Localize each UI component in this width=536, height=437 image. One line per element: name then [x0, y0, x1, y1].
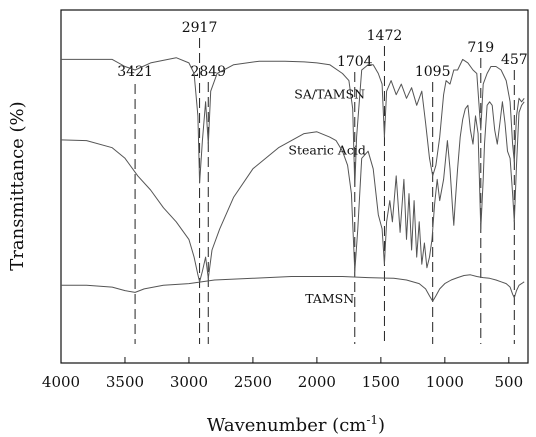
- series-line: [61, 274, 525, 302]
- x-axis-ticks: 4000 3500 3000 2500 2000 1500 1000 500: [42, 357, 523, 391]
- series-lines: [60, 57, 525, 302]
- series-line: [61, 57, 525, 187]
- peak-label: 1472: [367, 28, 403, 44]
- plot-border: [60, 9, 529, 364]
- x-tick-label: 3500: [106, 373, 144, 391]
- x-tick-label: 4000: [42, 373, 80, 391]
- series-line: [60, 101, 525, 283]
- series-label: SA/TAMSN: [294, 86, 365, 101]
- peak-label: 3421: [117, 64, 153, 80]
- x-tick-label: 500: [494, 373, 523, 391]
- y-axis-title: Transmittance (%): [7, 101, 28, 270]
- plot-frame: [60, 9, 529, 364]
- peak-label: 1704: [337, 54, 373, 70]
- series-label: Stearic Acid: [288, 143, 365, 158]
- peak-label: 2849: [190, 64, 226, 80]
- peak-label: 719: [467, 40, 494, 56]
- x-tick-label: 1000: [426, 373, 464, 391]
- peak-markers: 3421 2917 2849 1704 1472 1095 719 457: [117, 20, 528, 344]
- x-axis-title: Wavenumber (cm-1): [207, 413, 385, 436]
- series-label: TAMSN: [305, 291, 354, 306]
- x-tick-label: 2000: [298, 373, 336, 391]
- peak-label: 2917: [182, 20, 218, 36]
- x-tick-label: 3000: [170, 373, 208, 391]
- peak-label: 1095: [415, 64, 451, 80]
- series-labels: SA/TAMSN Stearic Acid TAMSN: [288, 86, 365, 306]
- peak-label: 457: [501, 52, 528, 68]
- x-tick-label: 1500: [362, 373, 400, 391]
- x-tick-label: 2500: [234, 373, 272, 391]
